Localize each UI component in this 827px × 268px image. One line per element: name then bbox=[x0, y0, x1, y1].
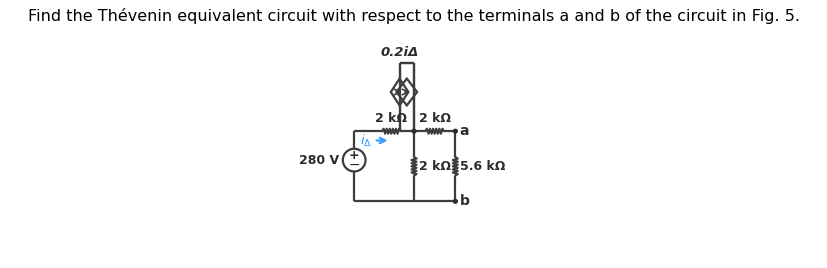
Text: b: b bbox=[459, 194, 469, 209]
Circle shape bbox=[453, 129, 457, 133]
Text: +: + bbox=[348, 149, 359, 162]
Text: a: a bbox=[459, 124, 468, 138]
Circle shape bbox=[453, 199, 457, 203]
Text: 0.2iΔ: 0.2iΔ bbox=[380, 46, 418, 59]
Text: Find the Thévenin equivalent circuit with respect to the terminals a and b of th: Find the Thévenin equivalent circuit wit… bbox=[28, 8, 799, 24]
Text: 2 kΩ: 2 kΩ bbox=[418, 160, 450, 173]
Text: $i_\Delta$: $i_\Delta$ bbox=[360, 132, 371, 148]
Text: −: − bbox=[348, 158, 360, 172]
Text: 280 V: 280 V bbox=[299, 154, 339, 167]
Text: 2 kΩ: 2 kΩ bbox=[418, 113, 450, 125]
Text: 2 kΩ: 2 kΩ bbox=[375, 113, 407, 125]
Circle shape bbox=[412, 129, 415, 133]
Text: 5.6 kΩ: 5.6 kΩ bbox=[459, 160, 504, 173]
